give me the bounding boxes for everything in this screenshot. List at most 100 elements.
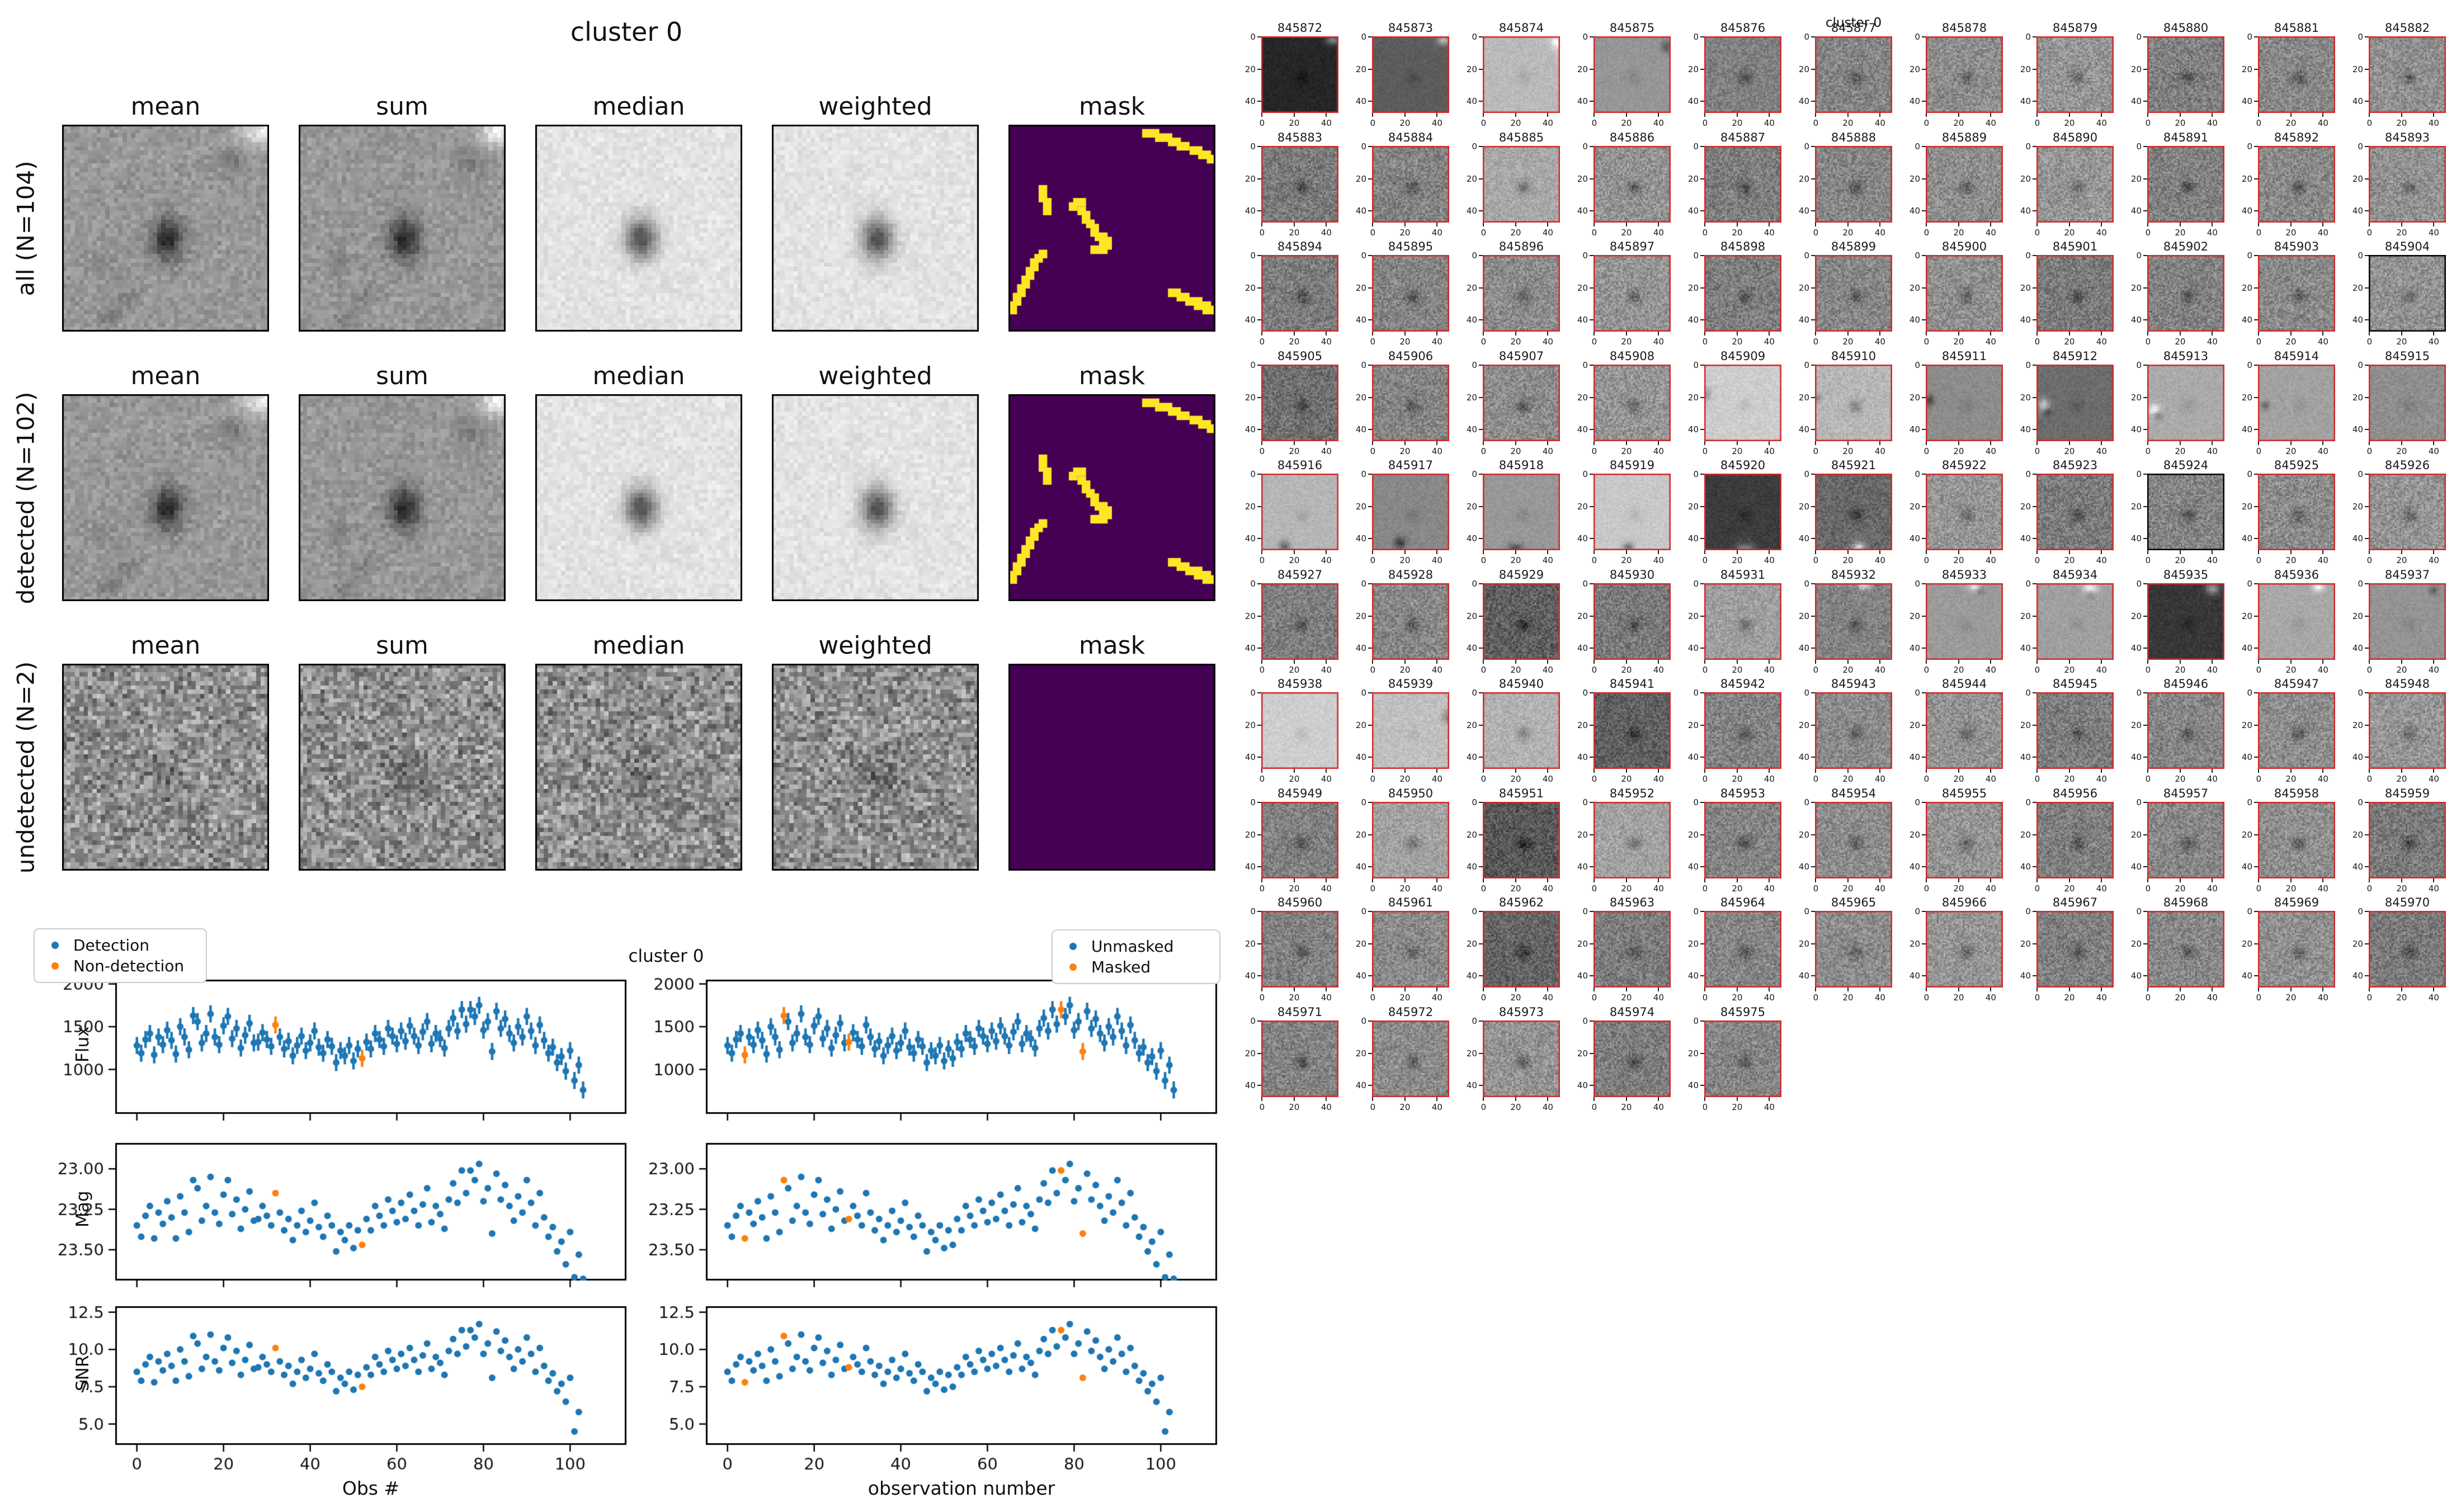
thumbnail-image (2369, 146, 2446, 223)
thumbnail-xtick-mark (1847, 332, 1849, 336)
thumbnail-ytick-mark (1368, 68, 1372, 70)
thumbnail-xtick-label: 40 (2317, 555, 2328, 565)
legend-entry: Unmasked (1060, 936, 1209, 957)
thumbnail-xtick-label: 40 (1431, 228, 1442, 238)
lightcurve-panel-mag-left (48, 1138, 631, 1310)
thumbnail-ytick-label: 20 (2130, 282, 2142, 293)
thumbnail-title: 845955 (1941, 787, 1987, 800)
thumbnail-xtick-mark (1293, 769, 1295, 773)
thumbnail-xtick-label: 0 (1702, 665, 1708, 675)
thumbnail-xtick-mark (1769, 769, 1770, 773)
thumbnail-ytick-mark (1922, 36, 1926, 38)
thumbnail-ytick-mark (2254, 537, 2258, 539)
thumbnail-ytick-mark (2365, 647, 2369, 649)
thumbnail-ytick-label: 20 (2241, 829, 2252, 840)
thumbnail-ytick-mark (1811, 834, 1815, 835)
thumbnail-xtick-mark (2179, 769, 2181, 773)
thumbnail-xtick-mark (1372, 660, 1374, 664)
thumbnail-xtick-label: 20 (1510, 883, 1521, 894)
thumbnail-xtick-label: 0 (1702, 774, 1708, 784)
thumbnail-title: 845954 (1831, 787, 1877, 800)
thumbnail-ytick-mark (1700, 428, 1704, 430)
thumbnail-xtick-label: 40 (1542, 228, 1553, 238)
thumbnail-xtick-mark (1593, 769, 1595, 773)
thumbnail-ytick-label: 20 (1909, 720, 1920, 730)
thumbnail-image (2258, 802, 2335, 878)
thumbnail-ytick-label: 0 (1472, 1016, 1477, 1027)
thumbnail-ytick-label: 0 (1361, 251, 1366, 261)
thumbnail-xtick-label: 0 (2034, 993, 2040, 1003)
thumbnail-xtick-label: 40 (1431, 118, 1442, 128)
thumbnail-xtick-mark (1958, 660, 1959, 664)
thumbnail-ytick-label: 20 (1798, 173, 1809, 184)
thumbnail-ytick-mark (2365, 146, 2369, 148)
thumbnail-xtick-mark (1704, 441, 1706, 445)
thumbnail-xtick-label: 40 (1874, 665, 1885, 675)
thumbnail-ytick-label: 40 (1798, 424, 1809, 434)
thumbnail-xtick-mark (1547, 769, 1549, 773)
thumbnail-xtick-mark (1326, 550, 1327, 554)
thumbnail-ytick-mark (1479, 365, 1483, 366)
thumbnail-xtick-label: 0 (2256, 774, 2262, 784)
thumbnail-xtick-mark (2401, 878, 2402, 882)
thumbnail-ytick-label: 40 (1466, 642, 1477, 653)
thumbnail-image (1261, 802, 1338, 878)
thumbnail-xtick-label: 20 (2064, 228, 2075, 238)
thumbnail-ytick-label: 40 (1798, 314, 1809, 325)
thumbnail-image (2369, 36, 2446, 113)
thumbnail-ytick-label: 20 (1355, 173, 1366, 184)
thumbnail-image (1815, 146, 1892, 223)
thumbnail-ytick-label: 0 (1915, 797, 1920, 808)
thumbnail-xtick-label: 20 (1289, 446, 1300, 456)
thumbnail-ytick-label: 0 (1693, 688, 1699, 698)
thumbnail-ytick-label: 40 (1355, 205, 1366, 216)
thumbnail-ytick-mark (2254, 756, 2258, 758)
legend-masked: Unmasked Masked (1052, 929, 1220, 984)
thumbnail-xtick-mark (1293, 441, 1295, 445)
thumbnail-xtick-label: 40 (1431, 1102, 1442, 1112)
thumbnail-xtick-label: 20 (2396, 228, 2407, 238)
thumbnail-ytick-label: 40 (1687, 96, 1699, 106)
thumbnail-ytick-mark (1922, 396, 1926, 398)
thumbnail-image (2369, 802, 2446, 878)
thumbnail-image (2369, 255, 2446, 332)
thumbnail-xtick-label: 0 (1923, 337, 1930, 347)
thumbnail-xtick-label: 0 (1591, 993, 1597, 1003)
thumbnail-xtick-mark (1769, 332, 1770, 336)
thumbnail-xtick-label: 0 (2366, 993, 2373, 1003)
thumbnail-xtick-mark (2212, 769, 2213, 773)
thumbnail-image (1372, 146, 1449, 223)
thumbnail-xtick-mark (2433, 550, 2435, 554)
thumbnail-xtick-mark (2322, 332, 2324, 336)
thumbnail-ytick-mark (1479, 692, 1483, 694)
thumbnail-xtick-mark (2212, 660, 2213, 664)
thumbnail-xtick-mark (1261, 1097, 1263, 1101)
thumbnail-xtick-mark (1658, 441, 1659, 445)
thumbnail-ytick-label: 20 (1355, 938, 1366, 949)
thumbnail-xtick-mark (1815, 987, 1817, 991)
thumbnail-ytick-label: 0 (1361, 906, 1366, 917)
thumbnail-xtick-mark (1704, 1097, 1706, 1101)
thumbnail-xtick-label: 20 (1621, 118, 1632, 128)
thumbnail-ytick-mark (2143, 866, 2147, 867)
thumbnail-ytick-mark (1590, 911, 1593, 913)
thumbnail-title: 845971 (1277, 1005, 1323, 1019)
thumbnail-ytick-label: 40 (2130, 752, 2142, 762)
thumbnail-ytick-mark (2254, 583, 2258, 585)
thumbnail-ytick-label: 0 (1361, 360, 1366, 371)
thumbnail-ytick-label: 0 (1804, 797, 1809, 808)
thumbnail-ytick-mark (1479, 911, 1483, 913)
thumbnail-xtick-label: 0 (2145, 446, 2151, 456)
thumbnail-xtick-mark (2036, 550, 2038, 554)
thumbnail-xtick-label: 0 (1923, 774, 1930, 784)
thumbnail-xtick-label: 20 (1289, 118, 1300, 128)
thumbnail-xtick-label: 20 (1842, 665, 1854, 675)
thumbnail-ytick-mark (1811, 537, 1815, 539)
thumbnail-ytick-label: 0 (1693, 1016, 1699, 1027)
thumbnail-ytick-label: 20 (1687, 1048, 1699, 1059)
thumbnail-ytick-label: 20 (1687, 829, 1699, 840)
thumbnail-xtick-label: 0 (2366, 555, 2373, 565)
cutout-column-header: mask (1078, 92, 1145, 121)
thumbnail-ytick-label: 20 (1577, 282, 1588, 293)
thumbnail-ytick-mark (2365, 255, 2369, 257)
